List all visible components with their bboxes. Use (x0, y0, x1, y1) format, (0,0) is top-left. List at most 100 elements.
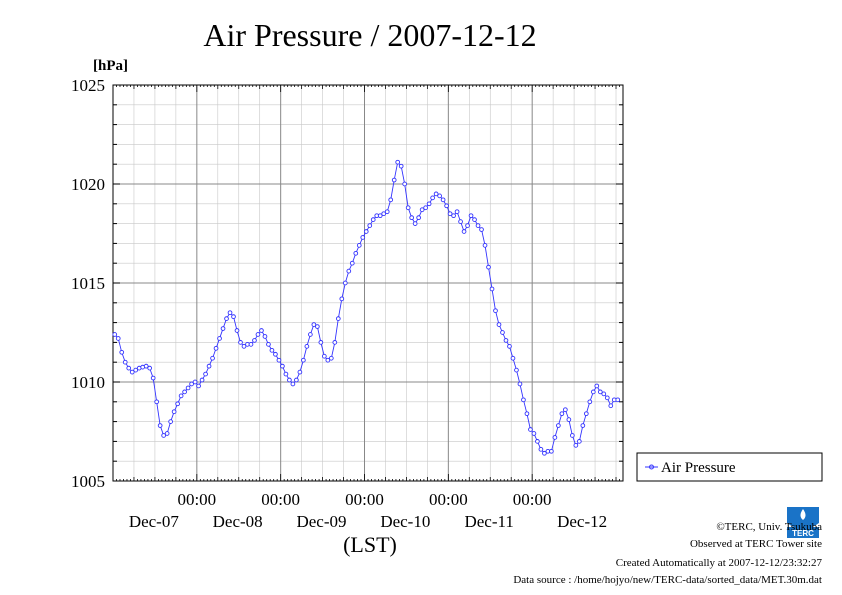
data-point (573, 443, 579, 448)
data-point (220, 326, 226, 331)
data-point (395, 159, 401, 165)
data-point (409, 215, 415, 221)
data-point (360, 235, 366, 240)
data-point (514, 367, 519, 373)
data-point (367, 223, 373, 228)
data-point (304, 344, 310, 349)
data-point (143, 363, 149, 369)
legend-marker (649, 464, 654, 470)
x-tick-date-label: Dec-09 (296, 512, 346, 531)
data-point (248, 342, 254, 347)
data-point (615, 397, 621, 403)
data-point (231, 314, 236, 320)
data-point (147, 365, 153, 371)
x-tick-date-label: Dec-08 (213, 512, 263, 531)
data-point (283, 371, 289, 377)
data-point (590, 389, 596, 395)
data-point (552, 435, 558, 440)
data-point (538, 446, 544, 452)
y-tick-label: 1010 (71, 373, 105, 392)
data-point (398, 163, 404, 169)
data-point (115, 336, 121, 341)
data-point (583, 411, 589, 417)
data-point (342, 280, 348, 286)
x-tick-time-label: 00:00 (345, 490, 384, 509)
data-point (458, 219, 463, 224)
y-tick-label: 1005 (71, 472, 105, 491)
data-point (189, 381, 194, 387)
data-point (601, 391, 607, 397)
data-point (206, 363, 212, 369)
x-tick-time-label: 00:00 (261, 490, 300, 509)
data-point (321, 353, 327, 359)
data-point (479, 227, 484, 232)
data-point (192, 379, 198, 385)
data-point (269, 347, 275, 353)
data-point (182, 389, 187, 395)
data-point (412, 221, 418, 226)
data-point (356, 243, 362, 248)
data-point (496, 322, 502, 327)
data-point (328, 355, 334, 361)
data-point (199, 377, 205, 383)
data-point (433, 191, 439, 197)
data-point (482, 243, 488, 248)
data-point (164, 431, 170, 436)
data-point (157, 423, 163, 428)
data-point (266, 342, 271, 347)
data-point (126, 365, 132, 371)
data-point (154, 399, 160, 405)
data-point (524, 411, 530, 417)
data-point (297, 369, 303, 375)
copyright-text: ©TERC, Univ. Tsukuba (716, 521, 822, 533)
legend: Air Pressure (636, 452, 823, 482)
data-point (454, 209, 460, 215)
data-point (112, 332, 118, 337)
data-point (447, 211, 453, 217)
data-point (349, 260, 355, 266)
data-point (335, 316, 341, 321)
data-point (549, 448, 554, 454)
data-point (416, 215, 422, 221)
data-point (161, 433, 167, 438)
x-tick-time-label: 00:00 (513, 490, 552, 509)
data-point (493, 308, 498, 314)
data-point (391, 177, 397, 183)
data-point (353, 250, 359, 256)
data-point (255, 332, 261, 337)
data-point (346, 268, 352, 274)
data-point (475, 223, 481, 228)
data-point (556, 423, 561, 428)
data-point (363, 229, 369, 234)
data-point (119, 349, 125, 355)
data-point (451, 213, 456, 219)
x-tick-date-label: Dec-10 (380, 512, 430, 531)
data-point (388, 197, 394, 203)
data-point (563, 407, 568, 413)
legend-label: Air Pressure (661, 460, 736, 476)
data-point (171, 409, 177, 415)
data-point (569, 433, 575, 438)
data-point (178, 393, 184, 399)
x-tick-date-label: Dec-11 (464, 512, 513, 531)
data-point (213, 345, 219, 351)
data-point (175, 401, 180, 407)
data-point (301, 357, 306, 363)
data-point (370, 217, 376, 222)
data-point (489, 286, 495, 292)
data-point (276, 357, 282, 363)
data-point (377, 213, 383, 219)
data-point (517, 381, 523, 387)
data-point (273, 351, 278, 357)
data-point (559, 411, 565, 417)
data-point (423, 205, 428, 211)
data-point (150, 375, 156, 381)
data-point (234, 328, 240, 333)
data-point (318, 340, 324, 345)
data-point (314, 324, 320, 329)
data-point (580, 423, 586, 428)
data-point (210, 355, 215, 361)
data-point (437, 193, 442, 199)
data-point (122, 359, 128, 365)
